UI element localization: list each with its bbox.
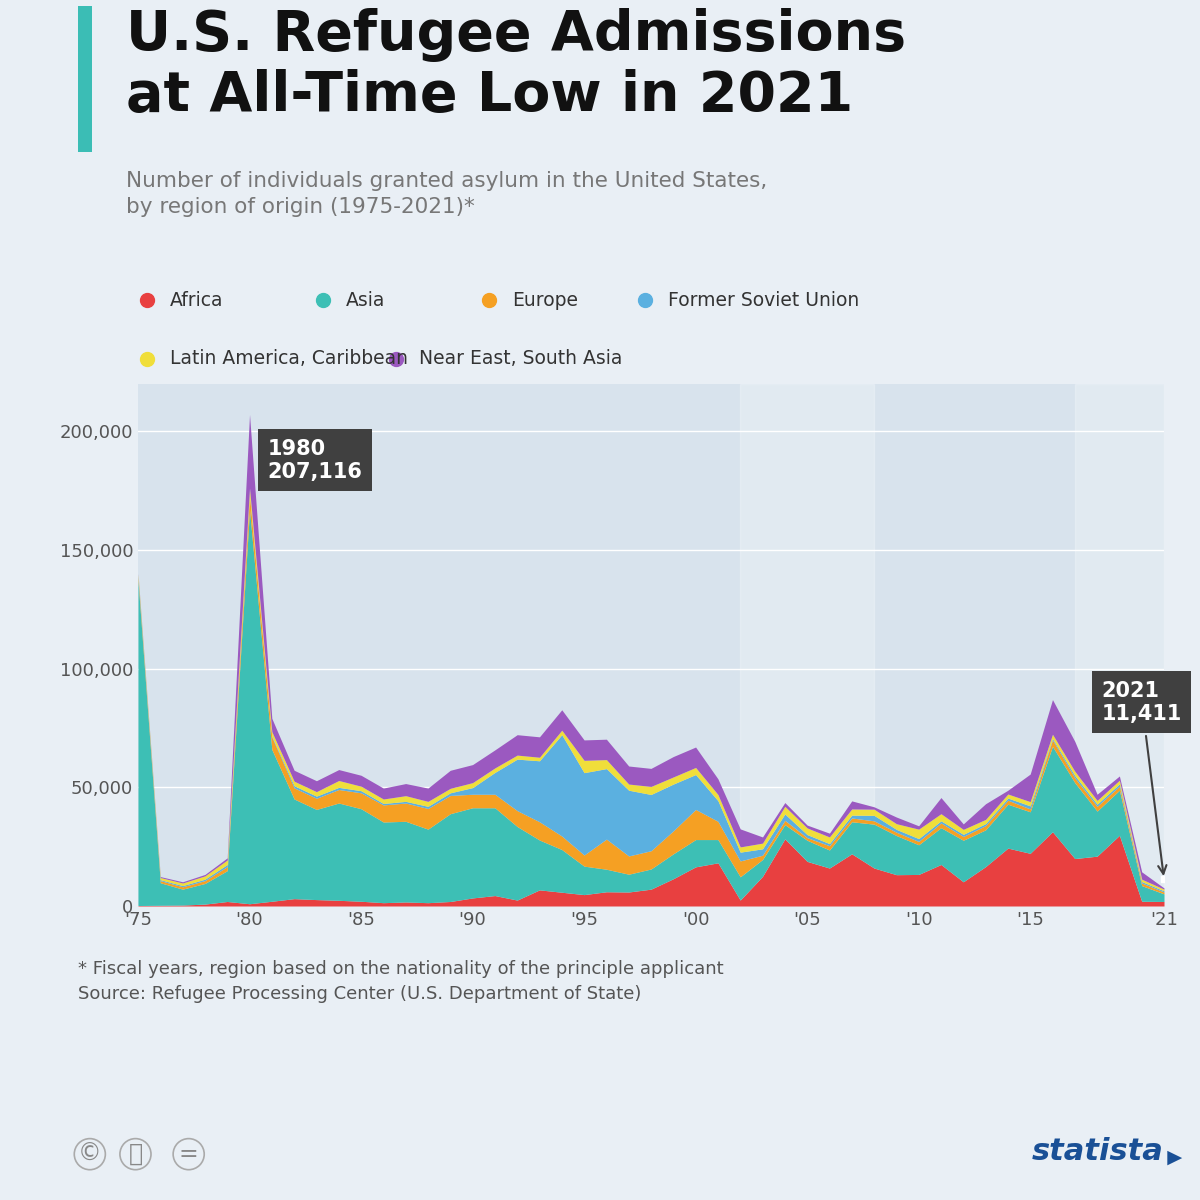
- Text: Number of individuals granted asylum in the United States,
by region of origin (: Number of individuals granted asylum in …: [126, 172, 767, 217]
- Text: ©: ©: [78, 1142, 102, 1166]
- Text: Latin America, Caribbean: Latin America, Caribbean: [169, 349, 408, 368]
- Text: Europe: Europe: [512, 290, 578, 310]
- Text: U.S. Refugee Admissions
at All-Time Low in 2021: U.S. Refugee Admissions at All-Time Low …: [126, 8, 906, 122]
- Text: 1980
207,116: 1980 207,116: [268, 438, 362, 481]
- Bar: [1075, 384, 1164, 906]
- Text: 2021
11,411: 2021 11,411: [1102, 680, 1182, 874]
- Text: * Fiscal years, region based on the nationality of the principle applicant
Sourc: * Fiscal years, region based on the nati…: [78, 960, 724, 1003]
- Text: ▶: ▶: [1160, 1147, 1182, 1166]
- Text: Asia: Asia: [346, 290, 385, 310]
- Text: Africa: Africa: [169, 290, 223, 310]
- Text: Ⓘ: Ⓘ: [128, 1142, 143, 1166]
- Text: statista: statista: [1032, 1138, 1164, 1166]
- Text: Near East, South Asia: Near East, South Asia: [419, 349, 622, 368]
- Bar: [740, 384, 874, 906]
- Text: Former Soviet Union: Former Soviet Union: [668, 290, 859, 310]
- Text: =: =: [179, 1142, 198, 1166]
- Bar: [78, 6, 92, 151]
